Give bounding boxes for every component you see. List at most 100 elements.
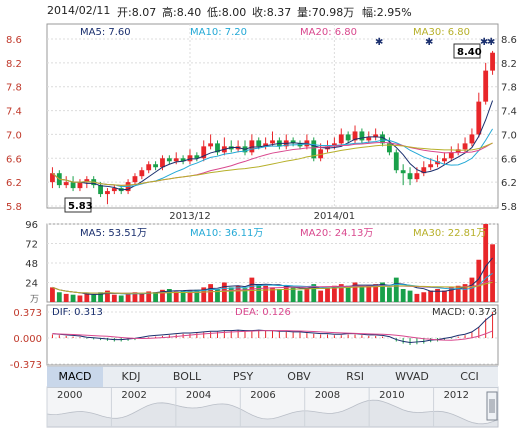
volume-tick-label: 96 bbox=[25, 220, 38, 231]
price-tick-label: 7.8 bbox=[6, 83, 22, 94]
volume-bar bbox=[84, 293, 90, 302]
candle-body bbox=[442, 158, 447, 162]
price-tick-label: 7.4 bbox=[6, 107, 22, 118]
timeline-year-label: 2006 bbox=[250, 390, 275, 401]
dea-label: DEA: 0.126 bbox=[235, 307, 291, 318]
max-annotation: 8.40 bbox=[453, 43, 482, 59]
volume-bar bbox=[290, 287, 296, 302]
volume-bar bbox=[215, 289, 220, 302]
ma10-line bbox=[52, 128, 493, 188]
timeline-year-label: 2008 bbox=[315, 390, 340, 401]
candle-body bbox=[105, 191, 110, 195]
price-tick-label: 6.2 bbox=[6, 178, 22, 189]
tab-cci[interactable]: CCI bbox=[460, 370, 479, 383]
volume-bar bbox=[153, 292, 158, 302]
price-tick-label: 6.6 bbox=[501, 154, 517, 165]
tab-rsi[interactable]: RSI bbox=[346, 370, 364, 383]
volume-ma-lines bbox=[52, 257, 493, 296]
candle-body bbox=[111, 188, 117, 192]
volume-bar bbox=[455, 285, 461, 302]
candle-body bbox=[352, 131, 358, 141]
volume-bar bbox=[352, 282, 358, 302]
price-y-axis-right: 8.6 8.2 7.8 7.4 7.0 6.6 6.2 5.8 bbox=[501, 35, 517, 213]
price-x-axis: 2013/12 2014/01 bbox=[169, 211, 355, 222]
candle-body bbox=[400, 170, 406, 174]
volume-bar bbox=[366, 285, 372, 302]
price-ma-legend: MA5: 7.60 MA10: 7.20 MA20: 6.80 MA30: 6.… bbox=[80, 27, 470, 38]
candle-body bbox=[387, 143, 392, 153]
candle-body bbox=[476, 101, 482, 135]
ma5-line bbox=[52, 100, 494, 191]
macd-value-label: MACD: 0.373 bbox=[432, 307, 497, 318]
star-icon: ✱ bbox=[375, 37, 383, 48]
timeline-year-labels: 2000 2002 2004 2006 2008 2010 2012 bbox=[46, 387, 469, 427]
candle-body bbox=[215, 143, 220, 153]
volume-bar bbox=[297, 290, 303, 302]
candle-body bbox=[270, 140, 275, 144]
volume-bar bbox=[304, 289, 310, 302]
date-text: 2014/02/11 bbox=[47, 4, 111, 17]
price-tick-label: 6.2 bbox=[501, 178, 517, 189]
price-y-axis-left: 8.6 8.2 7.8 7.4 7.0 6.6 6.2 5.8 bbox=[6, 35, 22, 213]
price-grid bbox=[47, 24, 498, 208]
candle-body bbox=[311, 140, 317, 159]
volume-bar bbox=[469, 277, 475, 302]
volume-bar bbox=[435, 289, 440, 302]
timeline-handle[interactable] bbox=[486, 391, 498, 421]
price-tick-label: 7.0 bbox=[501, 130, 517, 141]
volume-bar bbox=[228, 287, 234, 302]
tab-psy[interactable]: PSY bbox=[232, 370, 254, 383]
volume-bar bbox=[483, 224, 489, 302]
candle-body bbox=[469, 134, 475, 144]
volume-tick-label: 72 bbox=[25, 240, 38, 251]
candle-body bbox=[462, 143, 468, 150]
candle-body bbox=[331, 143, 337, 147]
volume-bar bbox=[235, 285, 241, 302]
volume-bar bbox=[194, 289, 200, 302]
tab-macd[interactable]: MACD bbox=[47, 367, 103, 387]
ma5-label: MA5: 7.60 bbox=[80, 27, 131, 38]
tab-boll[interactable]: BOLL bbox=[172, 370, 202, 383]
volume-bar bbox=[50, 287, 55, 302]
candle-body bbox=[435, 161, 440, 165]
timeline-year-label: 2002 bbox=[121, 390, 146, 401]
volume-bar bbox=[180, 290, 186, 302]
price-tick-label: 5.8 bbox=[501, 202, 517, 213]
volume-bar bbox=[345, 285, 351, 302]
timeline-area bbox=[46, 399, 499, 428]
candle-body bbox=[194, 155, 200, 159]
volume-bar bbox=[338, 284, 344, 302]
candle-body bbox=[160, 158, 165, 168]
min-box bbox=[64, 197, 92, 213]
candle-body bbox=[187, 155, 193, 162]
tab-kdj[interactable]: KDJ bbox=[121, 370, 141, 383]
volume-bar bbox=[490, 244, 495, 302]
candle-body bbox=[63, 182, 69, 186]
price-tick-label: 8.2 bbox=[6, 59, 22, 70]
price-tick-label: 7.8 bbox=[501, 83, 517, 94]
price-tick-label: 8.2 bbox=[501, 59, 517, 70]
volume-bar bbox=[263, 285, 269, 302]
volume-bar bbox=[249, 277, 255, 302]
star-icon: ✱ bbox=[480, 37, 488, 48]
timeline-year-label: 2010 bbox=[379, 390, 404, 401]
tab-wvad[interactable]: WVAD bbox=[395, 370, 429, 383]
volume-bar bbox=[139, 293, 145, 302]
min-annotation: 5.83 bbox=[64, 197, 93, 213]
price-tick-label: 6.6 bbox=[6, 154, 22, 165]
tab-obv[interactable]: OBV bbox=[287, 370, 311, 383]
volume-bar bbox=[125, 293, 131, 302]
volume-bar bbox=[462, 284, 468, 302]
volume-bar bbox=[476, 259, 482, 302]
volume-bar bbox=[270, 287, 275, 302]
macd-lines bbox=[52, 314, 493, 344]
candle-body bbox=[166, 158, 172, 162]
volume-bar bbox=[421, 292, 427, 302]
candle-body bbox=[380, 134, 385, 144]
high-text: 高:8.40 bbox=[162, 6, 202, 19]
volume-bar bbox=[105, 290, 110, 302]
x-tick-label: 2014/01 bbox=[314, 211, 356, 222]
candle-body bbox=[139, 170, 145, 177]
volume-bar bbox=[111, 294, 117, 302]
timeline-year-label: 2000 bbox=[57, 390, 82, 401]
